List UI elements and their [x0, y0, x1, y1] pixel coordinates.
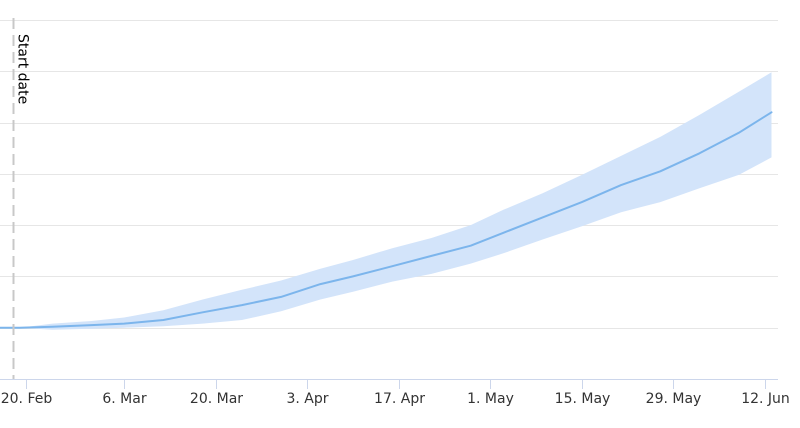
x-tick-label: 3. Apr: [286, 391, 328, 407]
x-tick-label: 12. Jun: [741, 391, 790, 407]
x-tick-label: 29. May: [646, 391, 702, 407]
gridlines: [0, 20, 778, 329]
series-line: [0, 111, 773, 329]
x-tick-label: 6. Mar: [102, 391, 146, 407]
x-tick-label: 20. Mar: [190, 391, 243, 407]
x-axis: 20. Feb 6. Mar 20. Mar 3. Apr 17. Apr 1. May 1…: [0, 379, 790, 407]
x-tick-label: 20. Feb: [1, 391, 53, 407]
start-date-marker: Start date: [12, 18, 31, 379]
x-tick-label: 17. Apr: [374, 391, 425, 407]
confidence-band: [0, 72, 772, 330]
x-tick-label: 15. May: [555, 391, 611, 407]
x-tick-label: 1. May: [467, 391, 514, 407]
range-area: [0, 72, 772, 330]
start-date-label: Start date: [15, 34, 31, 104]
series-lines: [0, 111, 773, 329]
